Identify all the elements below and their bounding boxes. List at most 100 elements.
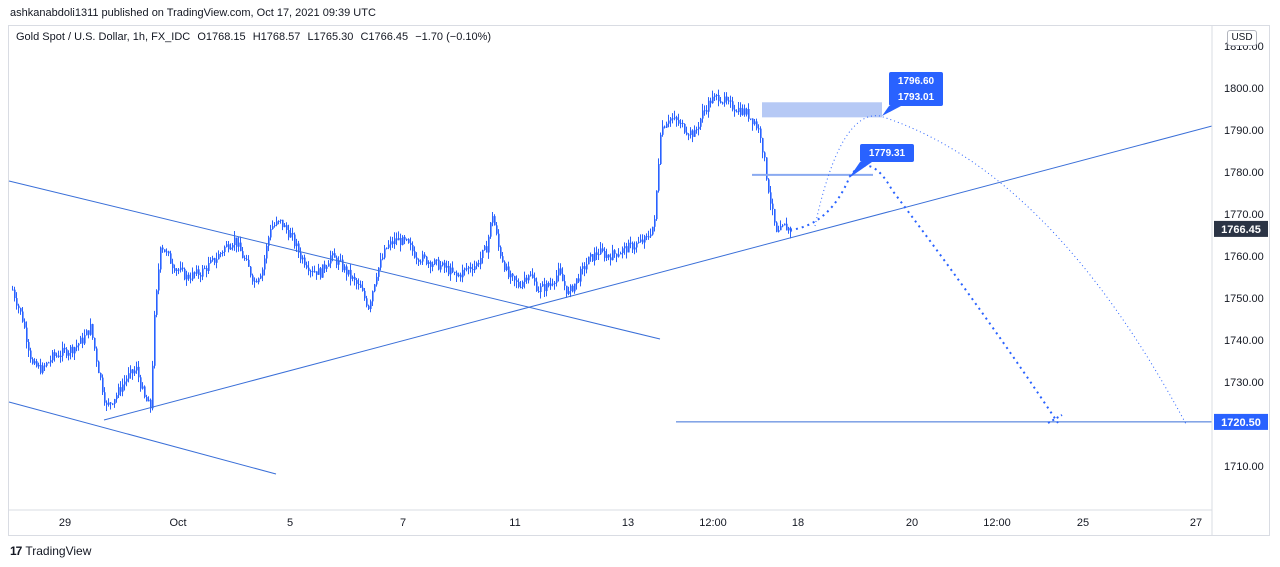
candle-body [358,283,360,285]
candle-body [784,223,786,226]
candle-body [354,276,356,280]
candle-body [222,252,224,254]
candle-body [248,259,250,267]
candle-body [218,254,220,260]
candle-body [754,121,756,125]
candle-body [350,269,352,279]
time-tick-label: 13 [622,517,634,529]
candle-body [24,321,26,328]
candle-body [448,265,450,275]
candle-body [542,284,544,287]
candle-body [610,257,612,261]
candle-body [214,258,216,263]
candle-body [252,275,254,282]
time-tick-label: 11 [509,517,520,529]
candle-body [602,248,604,252]
last-price-label: 1766.45 [1221,224,1261,236]
candle-body [348,269,350,275]
candle-body [458,274,460,277]
candle-body [314,271,316,273]
candle-body [244,257,246,259]
candle-body [410,242,412,245]
candle-body [18,305,20,309]
supply-zone [762,102,882,118]
candle-body [14,289,16,299]
candle-body [608,254,610,258]
candle-body [262,269,264,276]
candle-body [82,337,84,344]
candle-body [682,122,684,124]
candle-body [460,274,462,278]
candle-body [694,129,696,137]
candle-body [20,308,22,312]
candle-body [440,265,442,270]
candle-body [736,111,738,113]
candles [12,89,792,413]
candle-body [716,94,718,96]
candle-body [78,343,80,346]
candle-body [390,241,392,245]
candle-body [760,128,762,139]
candle-body [646,236,648,238]
candle-body [312,271,314,273]
ohlc-open: O1768.15 [197,31,246,43]
candle-body [574,283,576,292]
candle-body [324,264,326,269]
candle-body [462,269,464,278]
candle-body [718,94,720,102]
candle-body [308,267,310,272]
candle-body [744,108,746,115]
publisher-header: ashkanabdoli1311 published on TradingVie… [10,7,376,19]
candle-body [686,132,688,135]
candle-body [266,245,268,259]
candle-body [660,134,662,165]
candle-body [208,263,210,272]
candle-body [596,252,598,255]
candle-body [88,330,90,335]
candle-body [322,264,324,278]
candle-body [216,259,218,263]
candle-body [396,238,398,241]
currency-button[interactable]: USD [1227,30,1257,46]
candle-body [12,289,14,291]
candle-body [480,257,482,265]
candle-body [264,258,266,270]
ohlc-low: L1765.30 [307,31,354,43]
candle-body [428,262,430,264]
candle-body [186,274,188,280]
candle-body [226,244,228,247]
candle-body [472,269,474,271]
candle-body [726,96,728,101]
candle-body [282,219,284,228]
candle-body [500,247,502,257]
last-price-label-bg [1214,220,1268,237]
candle-body [690,130,692,135]
candle-body [154,314,156,366]
candle-body [412,244,414,252]
candle-body [502,256,504,262]
candle-body [34,361,36,364]
candle-body [592,254,594,261]
candle-body [526,277,528,281]
candle-body [788,227,790,231]
candle-body [290,232,292,238]
candle-body [164,249,166,253]
candle-body [302,257,304,260]
time-tick-label: 12:00 [699,517,727,529]
candle-body [250,266,252,276]
candle-body [770,192,772,204]
candle-body [482,249,484,258]
candle-body [456,272,458,277]
candle-body [60,355,62,357]
candle-body [632,243,634,250]
candle-body [536,281,538,291]
candle-body [404,236,406,240]
candle-body [490,222,492,237]
candle-body [662,126,664,135]
candle-body [366,298,368,306]
candle-body [26,327,28,343]
candle-body [258,278,260,283]
candle-body [588,256,590,265]
candle-body [774,209,776,223]
